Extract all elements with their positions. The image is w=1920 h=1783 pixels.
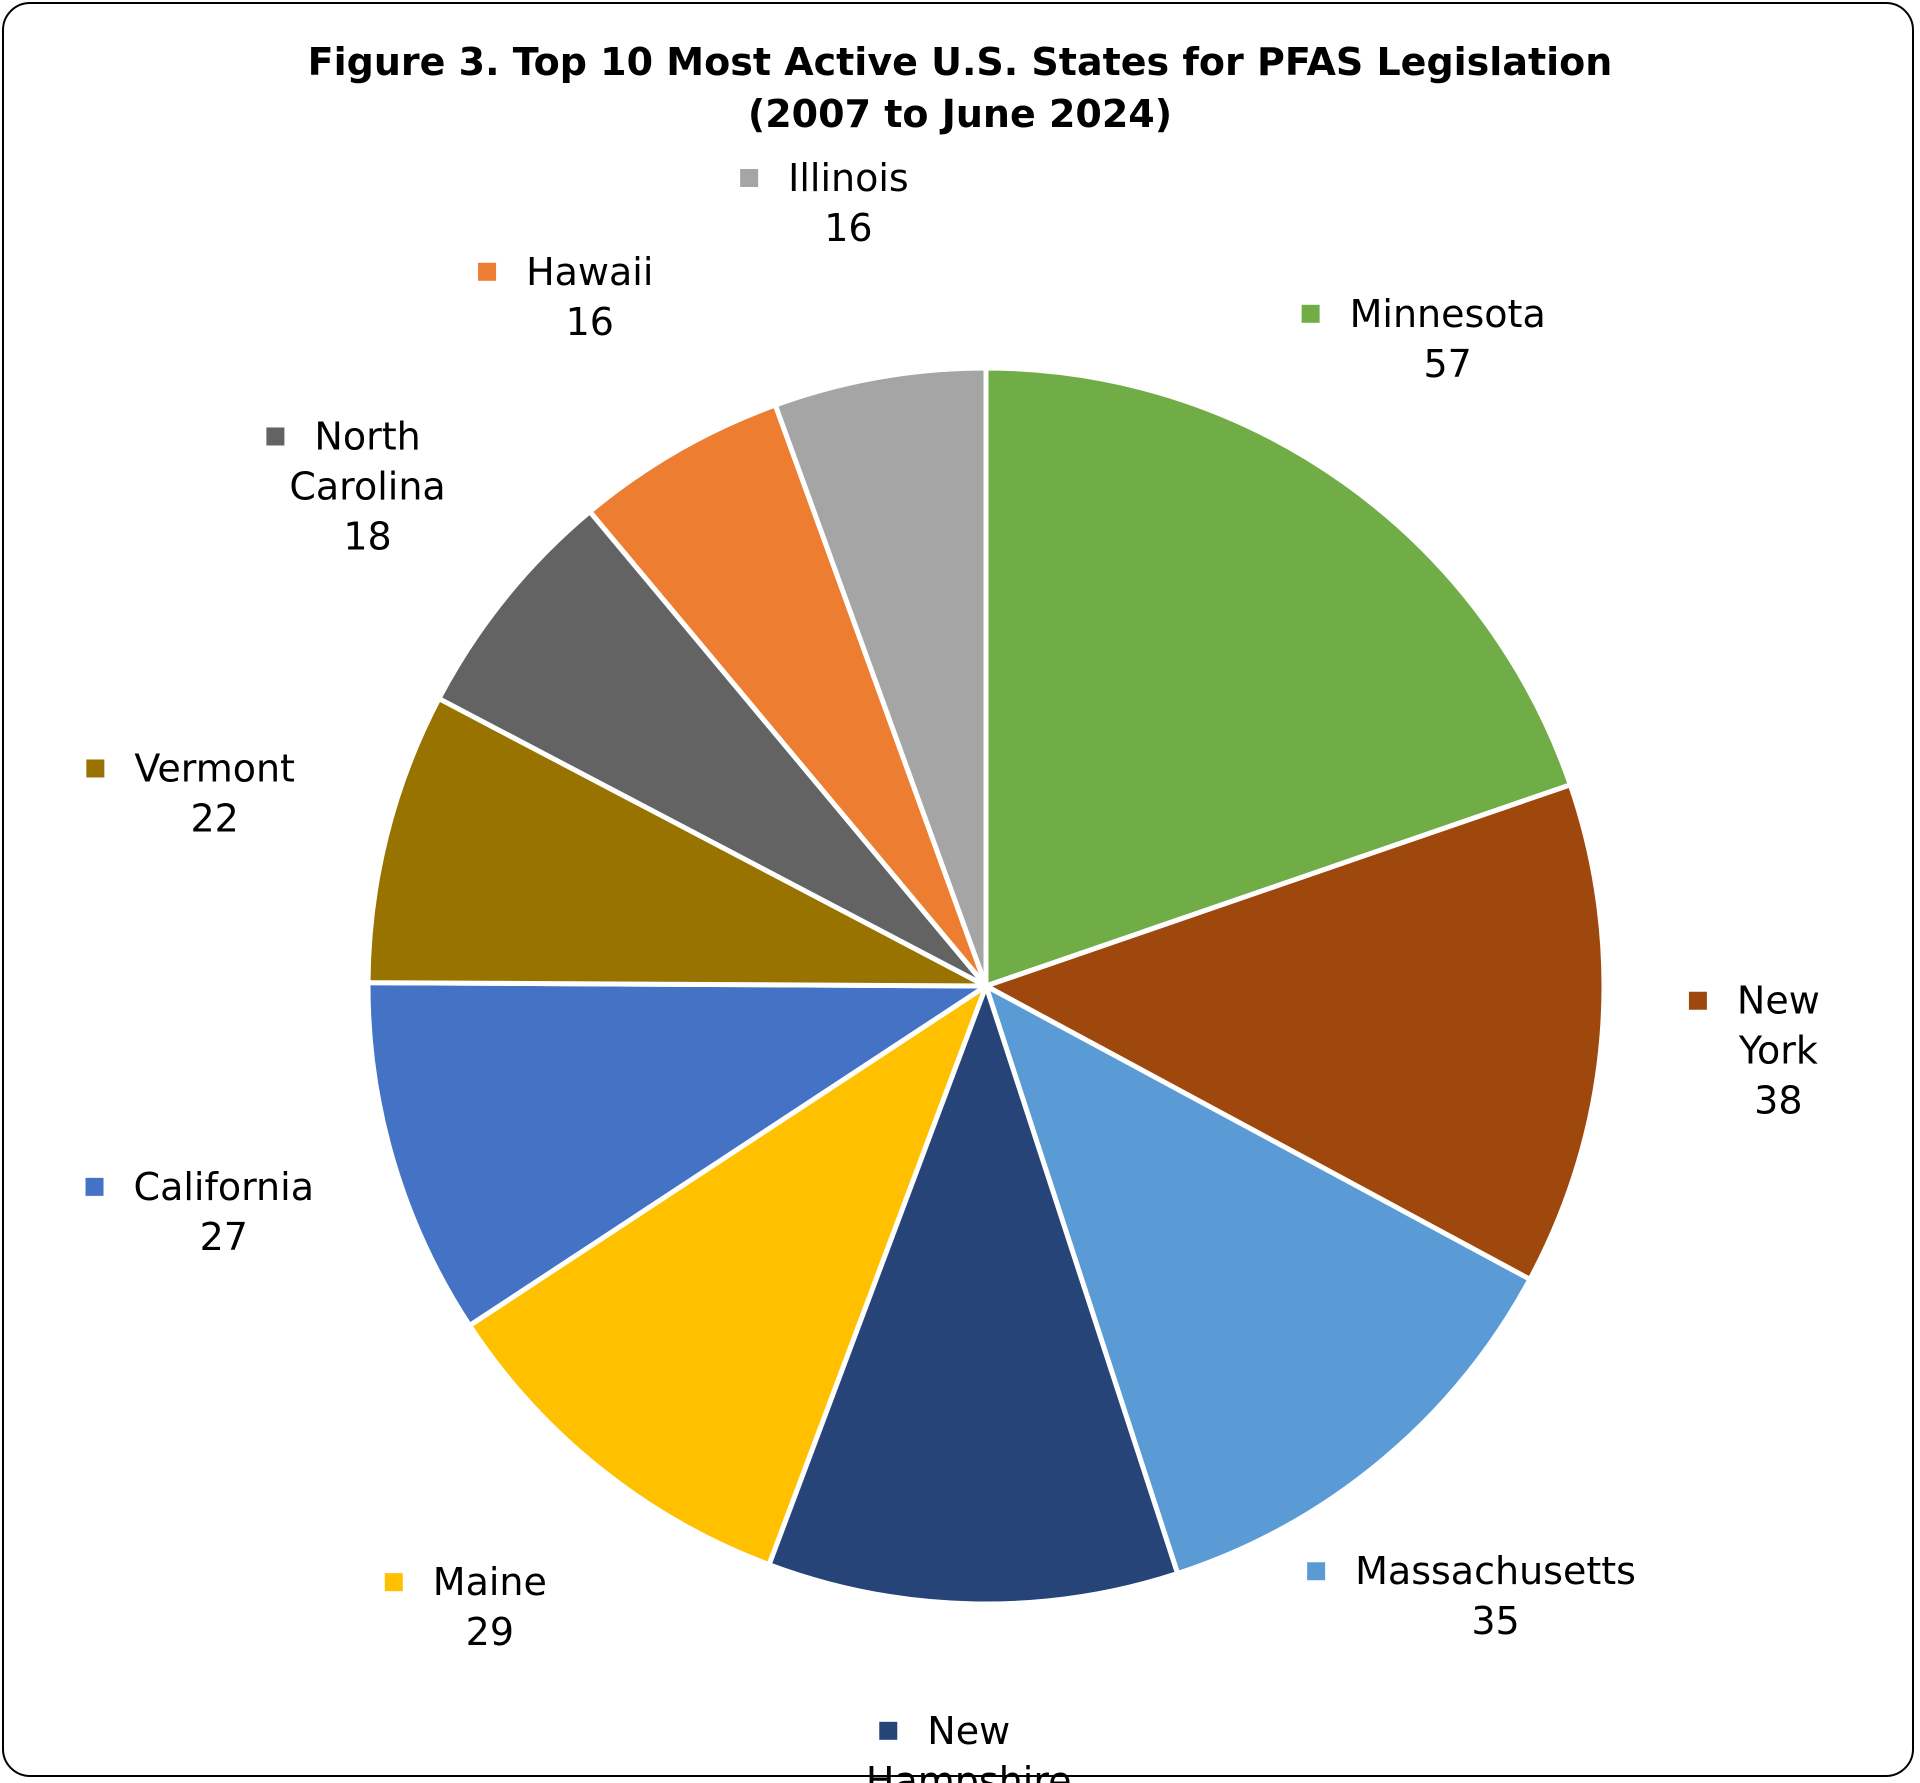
pie-label-3: NewHampshire31 [866, 1709, 1072, 1783]
pie-label-value-6: 22 [190, 796, 238, 840]
pie-label-name-8-0: Hawaii [526, 250, 653, 294]
pie-label-value-1: 38 [1754, 1079, 1802, 1123]
pie-label-name-3-0: New [927, 1709, 1010, 1753]
pie-label-value-2: 35 [1471, 1599, 1519, 1643]
pie-label-9: Illinois 16 [740, 156, 909, 250]
pie-label-name-3-1: Hampshire [866, 1759, 1072, 1783]
pie-label-value-8: 16 [566, 300, 614, 344]
pie-slice-6 [365, 696, 989, 989]
pie-label-name-1-1: York [1738, 1029, 1818, 1073]
legend-marker-4 [384, 1573, 403, 1592]
pie-slice-2 [983, 983, 1533, 1577]
pie-label-5: California 27 [85, 1165, 314, 1259]
legend-marker-5 [85, 1177, 104, 1196]
legend-marker-0 [1301, 304, 1320, 323]
pie-slice-1 [983, 782, 1607, 1282]
pie-label-name-1-0: New [1737, 979, 1820, 1023]
pie-label-value-5: 27 [200, 1215, 248, 1259]
pie-label-value-7: 18 [343, 514, 391, 558]
pie-label-7: North Carolina 18 [266, 414, 446, 558]
pie-label-0: Minnesota 57 [1301, 292, 1546, 386]
pie-slice-7 [436, 509, 989, 989]
chart-title-line-2: (2007 to June 2024) [747, 92, 1173, 136]
chart-title-line-1: Figure 3. Top 10 Most Active U.S. States… [307, 40, 1613, 84]
pie-label-name-7-0: North [314, 414, 420, 458]
pie-label-name-5-0: California [134, 1165, 314, 1209]
pie-label-8: Hawaii 16 [478, 250, 653, 344]
pie-label-1: New York 38 [1688, 979, 1820, 1123]
legend-marker-2 [1307, 1562, 1326, 1581]
pie-label-name-9-0: Illinois [788, 156, 909, 200]
pie-slice-0 [983, 365, 1573, 989]
pie-slice-9 [772, 365, 989, 989]
pie-label-4: Maine 29 [384, 1560, 547, 1654]
pie-slice-3 [766, 983, 1181, 1607]
pie-label-name-0-0: Minnesota [1350, 292, 1546, 336]
legend-marker-6 [86, 759, 105, 778]
legend-marker-8 [478, 262, 497, 281]
pie-label-name-7-1: Carolina [289, 464, 445, 508]
pie-label-name-4-0: Maine [433, 1560, 547, 1604]
pie-slice-8 [587, 402, 989, 989]
pie-label-name-6-0: Vermont [134, 746, 295, 790]
legend-marker-7 [266, 427, 285, 446]
legend-marker-1 [1688, 991, 1707, 1010]
pie-label-value-0: 57 [1423, 342, 1471, 386]
pie-labels: Minnesota 57 New York 38 Massachusetts 35 New Ha… [85, 156, 1820, 1783]
legend-marker-9 [740, 168, 759, 187]
legend-marker-3 [879, 1721, 898, 1740]
pie-slice-4 [467, 983, 989, 1568]
pie-label-name-2-0: Massachusetts [1355, 1549, 1636, 1593]
pie-label-value-9: 16 [824, 206, 872, 250]
pie-slice-5 [365, 980, 989, 1328]
pie-label-2: Massachusetts 35 [1307, 1549, 1636, 1643]
pie-label-6: Vermont 22 [86, 746, 295, 840]
pie-slices [365, 365, 1607, 1607]
chart-title: Figure 3. Top 10 Most Active U.S. States… [4, 36, 1912, 140]
pie-label-value-4: 29 [466, 1610, 514, 1654]
